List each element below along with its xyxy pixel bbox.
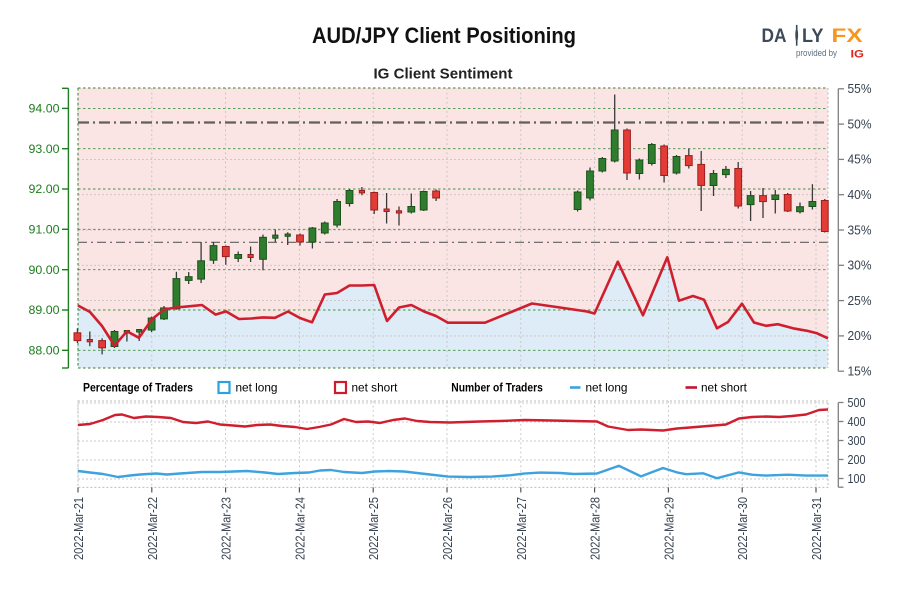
svg-text:200: 200 (848, 452, 866, 467)
svg-text:20%: 20% (848, 329, 872, 343)
svg-text:92.00: 92.00 (29, 182, 60, 196)
svg-text:2022-Mar-23: 2022-Mar-23 (219, 497, 234, 560)
svg-text:2022-Mar-21: 2022-Mar-21 (71, 497, 86, 560)
svg-text:45%: 45% (848, 153, 872, 167)
svg-text:net short: net short (352, 381, 399, 395)
svg-text:2022-Mar-22: 2022-Mar-22 (145, 497, 160, 560)
svg-text:35%: 35% (848, 223, 872, 237)
svg-text:55%: 55% (848, 82, 872, 96)
svg-text:2022-Mar-24: 2022-Mar-24 (292, 497, 307, 560)
svg-text:91.00: 91.00 (29, 223, 60, 237)
svg-text:2022-Mar-27: 2022-Mar-27 (514, 497, 529, 560)
svg-text:2022-Mar-29: 2022-Mar-29 (661, 497, 676, 560)
svg-text:IG: IG (851, 48, 865, 60)
svg-text:50%: 50% (848, 117, 872, 131)
svg-text:IG Client Sentiment: IG Client Sentiment (374, 66, 513, 83)
svg-text:88.00: 88.00 (29, 344, 60, 358)
svg-text:40%: 40% (848, 188, 872, 202)
svg-text:net long: net long (586, 381, 628, 395)
svg-text:25%: 25% (848, 294, 872, 308)
svg-text:93.00: 93.00 (29, 142, 60, 156)
svg-text:2022-Mar-28: 2022-Mar-28 (588, 497, 603, 560)
svg-text:2022-Mar-30: 2022-Mar-30 (735, 497, 750, 560)
svg-text:net short: net short (701, 381, 748, 395)
svg-text:500: 500 (848, 395, 866, 410)
svg-text:15%: 15% (848, 365, 872, 379)
svg-text:2022-Mar-25: 2022-Mar-25 (366, 497, 381, 560)
svg-text:LY: LY (802, 25, 824, 47)
svg-text:net long: net long (236, 381, 278, 395)
svg-text:400: 400 (848, 414, 866, 429)
svg-text:300: 300 (848, 433, 866, 448)
svg-text:30%: 30% (848, 259, 872, 273)
svg-text:89.00: 89.00 (29, 303, 60, 317)
svg-text:Number of Traders: Number of Traders (451, 381, 543, 395)
svg-text:94.00: 94.00 (29, 102, 60, 116)
svg-text:2022-Mar-31: 2022-Mar-31 (809, 497, 824, 560)
svg-text:100: 100 (848, 471, 866, 486)
svg-text:AUD/JPY Client Positioning: AUD/JPY Client Positioning (312, 23, 576, 48)
svg-text:Percentage of Traders: Percentage of Traders (83, 381, 193, 395)
svg-text:90.00: 90.00 (29, 263, 60, 277)
svg-text:DA: DA (762, 25, 787, 47)
svg-text:2022-Mar-26: 2022-Mar-26 (440, 497, 455, 560)
svg-text:FX: FX (832, 25, 863, 47)
svg-text:provided by: provided by (796, 48, 837, 58)
